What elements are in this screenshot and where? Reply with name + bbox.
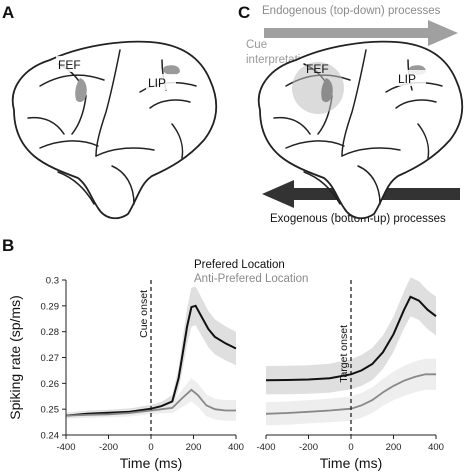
top-down-label: Endogenous (top-down) processes: [262, 5, 441, 17]
legend-anti-preferred: Anti-Prefered Location: [194, 273, 308, 285]
anti-preferred-series-line: [265, 373, 436, 415]
y-tick-label: 0.28: [41, 327, 60, 338]
panel-letter-c: C: [238, 3, 250, 22]
anti-preferred-error-band: [66, 378, 236, 421]
fef-label: FEF: [58, 58, 81, 72]
brain-diagram-c: FEF LIP: [257, 40, 464, 220]
fef-label: FEF: [306, 62, 329, 76]
y-tick-label: 0.24: [41, 431, 60, 442]
y-tick-label: 0.27: [41, 353, 60, 364]
panel-letter-a: A: [2, 3, 14, 22]
spiking-chart-cue: Cue onset -400 -200 0 200 400 0.24 0.25 0.26 0.…: [7, 276, 244, 472]
cue-interpretation-halo: [292, 62, 344, 114]
x-tick-label: -200: [99, 442, 118, 453]
x-tick-label: 400: [428, 442, 444, 453]
cue-label-line1: Cue: [246, 39, 267, 51]
lip-area: [162, 65, 180, 75]
x-tick-label: 400: [228, 442, 244, 453]
fef-area: [321, 78, 333, 103]
spiking-chart-target: Target onset -400 -200 0 200 400 Time (ms): [256, 277, 444, 471]
x-tick-label: 200: [186, 442, 202, 453]
y-axis-title: Spiking rate (sp/ms): [7, 295, 23, 419]
brain-outline: [11, 40, 218, 220]
top-down-arrow: [264, 20, 458, 46]
x-axis-title: Time (ms): [320, 455, 382, 471]
x-axis-title: Time (ms): [120, 455, 182, 471]
y-tick-label: 0.3: [46, 276, 59, 287]
panel-letter-b: B: [2, 236, 14, 255]
target-onset-label: Target onset: [338, 325, 350, 383]
x-tick-label: -400: [56, 442, 75, 453]
x-tick-label: 200: [386, 442, 402, 453]
y-tick-label: 0.25: [41, 405, 60, 416]
lip-label: LIP: [148, 76, 166, 90]
anti-preferred-error-band: [266, 358, 436, 426]
brain-diagram-a: FEF LIP: [11, 40, 218, 220]
cue-onset-label: Cue onset: [138, 290, 150, 338]
y-tick-label: 0.26: [41, 379, 60, 390]
x-tick-label: -400: [256, 442, 275, 453]
preferred-series-line: [265, 295, 437, 382]
preferred-error-band: [66, 286, 236, 419]
preferred-series-line: [65, 304, 237, 417]
x-tick-label: 0: [148, 442, 153, 453]
fef-area: [75, 78, 87, 103]
legend-preferred: Prefered Location: [194, 259, 285, 271]
y-tick-label: 0.29: [41, 301, 60, 312]
lip-label: LIP: [398, 72, 416, 86]
anti-preferred-series-line: [65, 388, 236, 417]
x-tick-label: 0: [348, 442, 353, 453]
x-tick-label: -200: [299, 442, 318, 453]
bottom-up-label: Exogenous (bottom-up) processes: [270, 213, 446, 225]
